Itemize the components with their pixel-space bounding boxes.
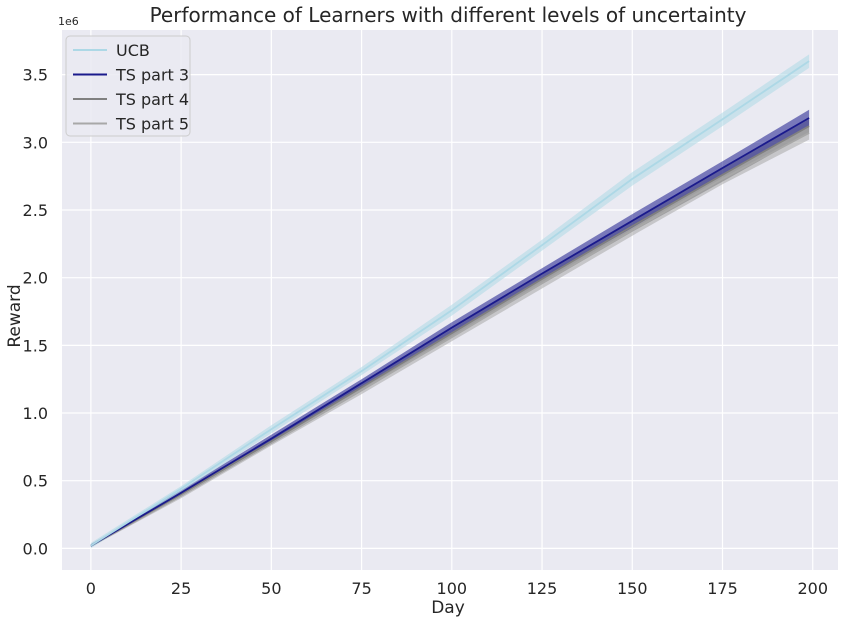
x-axis-ticks: 0 25 50 75 100 125 150 175 200 xyxy=(86,579,828,598)
y-tick-label: 2.0 xyxy=(23,269,48,288)
x-tick-label: 200 xyxy=(797,579,828,598)
chart-title: Performance of Learners with different l… xyxy=(150,3,747,27)
x-tick-label: 0 xyxy=(86,579,96,598)
y-axis-ticks: 0.0 0.5 1.0 1.5 2.0 2.5 3.0 3.5 xyxy=(23,66,48,559)
series-line-3 xyxy=(90,125,810,547)
y-tick-label: 2.5 xyxy=(23,201,48,220)
series-line-1 xyxy=(90,60,810,547)
series-line-2 xyxy=(90,117,810,547)
y-tick-label: 0.5 xyxy=(23,472,48,491)
x-tick-label: 150 xyxy=(617,579,648,598)
x-tick-label: 100 xyxy=(437,579,468,598)
legend-label: TS part 4 xyxy=(115,90,189,109)
x-tick-label: 75 xyxy=(351,579,371,598)
y-tick-label: 3.0 xyxy=(23,133,48,152)
x-tick-label: 25 xyxy=(171,579,191,598)
x-tick-label: 175 xyxy=(707,579,738,598)
legend-label: TS part 3 xyxy=(115,66,189,85)
y-tick-label: 0.0 xyxy=(23,539,48,558)
y-tick-label: 1.0 xyxy=(23,404,48,423)
series-lines xyxy=(90,60,810,547)
legend-label: UCB xyxy=(116,41,150,60)
x-axis-label: Day xyxy=(431,598,465,618)
legend-label: TS part 5 xyxy=(115,115,189,134)
y-tick-label: 3.5 xyxy=(23,66,48,85)
legend-box xyxy=(65,35,191,137)
grid-lines xyxy=(62,30,838,570)
confidence-band-1 xyxy=(90,54,810,549)
legend: UCB TS part 3 TS part 4 TS part 5 xyxy=(65,35,191,137)
y-tick-label: 1.5 xyxy=(23,336,48,355)
series-line-4 xyxy=(90,132,810,547)
y-offset-label: 1e6 xyxy=(58,15,79,28)
y-axis-label: Reward xyxy=(5,284,25,347)
x-tick-label: 125 xyxy=(527,579,558,598)
x-tick-label: 50 xyxy=(261,579,281,598)
